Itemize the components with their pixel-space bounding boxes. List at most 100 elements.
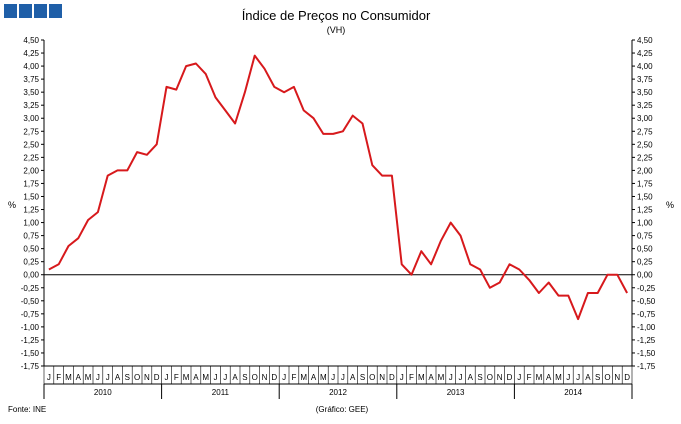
y-tick-label-right: 4,50 [637, 36, 653, 45]
y-tick-label-left: 4,50 [23, 36, 39, 45]
y-tick-label-right: -0,25 [637, 284, 656, 293]
x-tick-label-month: S [125, 373, 130, 382]
x-tick-label-month: A [232, 373, 238, 382]
y-tick-label-right: 2,50 [637, 140, 653, 149]
x-tick-label-month: D [271, 373, 277, 382]
x-tick-label-month: F [409, 373, 414, 382]
x-tick-label-month: J [96, 373, 100, 382]
y-tick-label-left: -1,25 [21, 336, 40, 345]
y-tick-label-right: -1,75 [637, 362, 656, 371]
y-tick-label-left: 1,50 [23, 192, 39, 201]
y-tick-label-right: 2,00 [637, 166, 653, 175]
x-tick-label-month: F [527, 373, 532, 382]
chart-title: Índice de Preços no Consumidor [242, 8, 431, 23]
x-tick-label-month: O [369, 373, 375, 382]
y-tick-label-left: 0,50 [23, 245, 39, 254]
y-tick-label-left: 3,00 [23, 114, 39, 123]
x-tick-label-year: 2010 [94, 388, 112, 397]
y-ticks: 4,50 4,50 4,25 4,25 4,00 4,00 3,75 3,75 3,50 3,50… [21, 36, 656, 371]
x-tick-label-month: F [174, 373, 179, 382]
x-tick-label-month: J [214, 373, 218, 382]
y-tick-label-left: -0,75 [21, 310, 40, 319]
y-tick-label-right: 3,00 [637, 114, 653, 123]
y-tick-label-right: 3,75 [637, 75, 653, 84]
y-tick-label-right: -0,75 [637, 310, 656, 319]
credit-note: (Gráfico: GEE) [316, 405, 369, 414]
x-tick-label-month: A [115, 373, 121, 382]
x-tick-label-month: A [76, 373, 82, 382]
x-tick-label-year: 2012 [329, 388, 347, 397]
x-tick-label-month: A [468, 373, 474, 382]
x-tick-label-month: N [497, 373, 503, 382]
x-tick-label-month: D [389, 373, 395, 382]
x-tick-label-month: J [331, 373, 335, 382]
x-tick-label-month: J [106, 373, 110, 382]
x-tick-label-month: N [614, 373, 620, 382]
y-axis-label-right: % [666, 200, 674, 210]
x-tick-label-month: S [242, 373, 247, 382]
x-tick-label-month: M [183, 373, 190, 382]
x-tick-label-month: M [65, 373, 72, 382]
y-tick-label-left: 2,25 [23, 153, 39, 162]
y-tick-label-left: 2,50 [23, 140, 39, 149]
series-line [48, 54, 628, 321]
series-group [48, 54, 628, 321]
axes [43, 40, 633, 366]
y-tick-label-right: 0,25 [637, 258, 653, 267]
x-tick-label-month: M [418, 373, 425, 382]
x-tick-label-month: J [517, 373, 521, 382]
x-tick-label-month: J [47, 373, 51, 382]
x-tick-label-month: J [223, 373, 227, 382]
x-tick-label-month: J [165, 373, 169, 382]
x-tick-label-month: M [202, 373, 209, 382]
y-tick-label-right: 0,75 [637, 232, 653, 241]
x-tick-label-month: D [624, 373, 630, 382]
y-tick-label-right: 3,50 [637, 88, 653, 97]
y-tick-label-left: 0,00 [23, 271, 39, 280]
x-tick-label-month: A [428, 373, 434, 382]
y-tick-label-right: -1,00 [637, 323, 656, 332]
x-tick-label-month: M [555, 373, 562, 382]
logo-block [4, 4, 17, 18]
x-tick-label-month: D [507, 373, 513, 382]
y-tick-label-left: -0,25 [21, 284, 40, 293]
y-tick-label-left: 1,75 [23, 179, 39, 188]
x-tick-label-month: F [56, 373, 61, 382]
x-tick-label-month: S [477, 373, 482, 382]
y-tick-label-left: -1,00 [21, 323, 40, 332]
y-tick-label-right: 3,25 [637, 101, 653, 110]
y-tick-label-right: 4,00 [637, 62, 653, 71]
x-tick-label-month: N [144, 373, 150, 382]
source-note: Fonte: INE [8, 405, 46, 414]
y-tick-label-right: 2,75 [637, 127, 653, 136]
x-tick-label-month: A [350, 373, 356, 382]
y-tick-label-right: 1,50 [637, 192, 653, 201]
y-tick-label-left: 2,00 [23, 166, 39, 175]
x-tick-label-month: J [459, 373, 463, 382]
y-tick-label-right: 2,25 [637, 153, 653, 162]
x-tick-label-month: A [585, 373, 591, 382]
y-tick-label-right: -1,25 [637, 336, 656, 345]
x-tick-label-month: M [320, 373, 327, 382]
chart-subtitle: (VH) [327, 25, 346, 35]
x-tick-label-month: N [262, 373, 268, 382]
y-tick-label-left: 3,25 [23, 101, 39, 110]
x-tick-label-month: O [604, 373, 610, 382]
y-tick-label-left: -1,50 [21, 349, 40, 358]
x-tick-label-month: J [341, 373, 345, 382]
y-tick-label-right: 0,50 [637, 245, 653, 254]
y-tick-label-left: 3,50 [23, 88, 39, 97]
y-tick-label-right: -0,50 [637, 297, 656, 306]
x-tick-label-month: A [546, 373, 552, 382]
y-tick-label-left: 4,25 [23, 49, 39, 58]
y-tick-label-left: 1,00 [23, 219, 39, 228]
y-tick-label-left: 4,00 [23, 62, 39, 71]
y-tick-label-left: -1,75 [21, 362, 40, 371]
x-tick-label-month: F [291, 373, 296, 382]
x-tick-label-year: 2011 [212, 388, 230, 397]
y-tick-label-right: 0,00 [637, 271, 653, 280]
x-tick-label-month: O [487, 373, 493, 382]
x-tick-label-year: 2014 [564, 388, 582, 397]
logo-block [19, 4, 32, 18]
